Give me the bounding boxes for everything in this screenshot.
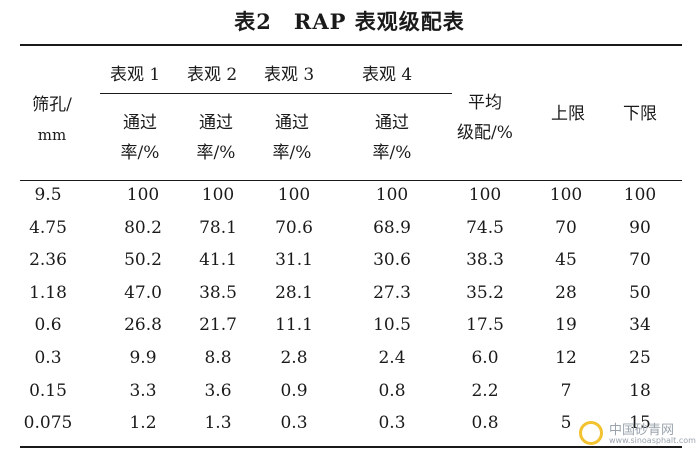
group-label-2: 表观 2: [187, 65, 238, 85]
table-cell: 7: [560, 380, 572, 401]
table-cell: 28: [555, 282, 577, 303]
table-cell: 100: [549, 185, 583, 205]
table-cell: 11.1: [275, 315, 313, 336]
table-cell: 80.2: [124, 217, 162, 238]
header-pass-rate-2: 通过 率/%: [188, 108, 244, 168]
header-sieve-line2: mm: [37, 126, 67, 144]
header-average: 平均 级配/%: [446, 88, 524, 148]
sieve-size-cell: 4.75: [29, 217, 67, 238]
table-cell: 100: [468, 185, 502, 205]
table-cell: 34: [629, 315, 651, 336]
table-cell: 19: [555, 315, 577, 336]
table-cell: 50.2: [124, 250, 162, 271]
table-cell: 74.5: [466, 217, 504, 238]
table-cell: 70.6: [275, 217, 313, 238]
table-cell: 2.2: [471, 380, 499, 401]
table-cell: 25: [629, 348, 651, 368]
pass-rate-line1: 通过: [375, 113, 409, 133]
table-cell: 1.2: [129, 413, 157, 434]
table-cell: 6.0: [471, 348, 499, 368]
group-label-3: 表观 3: [264, 65, 315, 85]
header-pass-rate-3: 通过 率/%: [264, 108, 320, 168]
table-cell: 90: [629, 217, 651, 238]
pass-rate-line1: 通过: [123, 113, 157, 133]
table-cell: 21.7: [199, 315, 237, 336]
sieve-size-cell: 9.5: [34, 185, 62, 205]
header-lower-limit: 下限: [623, 104, 657, 124]
sieve-size-cell: 0.15: [29, 380, 67, 401]
table-cell: 100: [126, 185, 160, 205]
table-title: 表2 RAP 表观级配表: [234, 9, 465, 34]
table-cell: 26.8: [124, 315, 162, 336]
table-cell: 35.2: [466, 282, 504, 303]
sieve-size-cell: 0.075: [23, 413, 73, 434]
table-cell: 30.6: [373, 250, 411, 271]
watermark: 中国砂青网 www.sinoasphalt.com: [579, 419, 696, 449]
table-cell: 1.3: [204, 413, 232, 434]
bottom-rule: [20, 446, 682, 448]
table-cell: 70: [555, 217, 577, 238]
table-cell: 0.3: [280, 413, 308, 434]
table-cell: 17.5: [466, 315, 504, 336]
sieve-size-cell: 0.6: [34, 315, 62, 336]
table-cell: 38.5: [199, 282, 237, 303]
pass-rate-line2: 率/%: [372, 143, 412, 163]
watermark-text: 中国砂青网: [609, 423, 675, 438]
group-label-4: 表观 4: [362, 65, 413, 85]
table-cell: 10.5: [373, 315, 411, 336]
pass-rate-line2: 率/%: [272, 143, 312, 163]
watermark-url: www.sinoasphalt.com: [609, 436, 696, 445]
watermark-logo-icon: [579, 421, 603, 445]
pass-rate-line2: 率/%: [196, 143, 236, 163]
table-cell: 12: [555, 348, 577, 368]
table-cell: 100: [375, 185, 409, 205]
table-cell: 3.6: [204, 380, 232, 401]
table-cell: 47.0: [124, 282, 162, 303]
header-rule: [20, 180, 682, 181]
header-sieve: 筛孔/ mm: [22, 90, 82, 150]
table-cell: 70: [629, 250, 651, 271]
table-cell: 100: [623, 185, 657, 205]
header-average-line2: 级配/%: [457, 123, 513, 143]
table-cell: 27.3: [373, 282, 411, 303]
group-underline: [100, 93, 452, 94]
table-cell: 8.8: [204, 348, 232, 368]
table-cell: 2.4: [378, 348, 406, 368]
header-pass-rate-1: 通过 率/%: [112, 108, 168, 168]
header-sieve-line1: 筛孔/: [32, 95, 72, 115]
sieve-size-cell: 1.18: [29, 282, 67, 303]
header-average-line1: 平均: [468, 93, 502, 113]
table-cell: 0.8: [471, 413, 499, 434]
table-cell: 3.3: [129, 380, 157, 401]
sieve-size-cell: 0.3: [34, 348, 62, 368]
header-upper-limit: 上限: [551, 104, 585, 124]
top-rule: [20, 44, 682, 46]
table-cell: 68.9: [373, 217, 411, 238]
table-cell: 0.3: [378, 413, 406, 434]
pass-rate-line1: 通过: [275, 113, 309, 133]
header-pass-rate-4: 通过 率/%: [364, 108, 420, 168]
table-cell: 38.3: [466, 250, 504, 271]
group-label-1: 表观 1: [110, 65, 161, 85]
table-cell: 100: [201, 185, 235, 205]
table-cell: 18: [629, 380, 651, 401]
table-cell: 31.1: [275, 250, 313, 271]
table-cell: 41.1: [199, 250, 237, 271]
table-cell: 9.9: [129, 348, 157, 368]
table-cell: 0.8: [378, 380, 406, 401]
pass-rate-line1: 通过: [199, 113, 233, 133]
table-cell: 2.8: [280, 348, 308, 368]
table-cell: 100: [277, 185, 311, 205]
pass-rate-line2: 率/%: [120, 143, 160, 163]
table-cell: 45: [555, 250, 577, 271]
sieve-size-cell: 2.36: [29, 250, 67, 271]
table-cell: 5: [560, 413, 572, 434]
table-cell: 15: [629, 413, 651, 434]
table-cell: 28.1: [275, 282, 313, 303]
table-cell: 78.1: [199, 217, 237, 238]
table-cell: 0.9: [280, 380, 308, 401]
table-cell: 50: [629, 282, 651, 303]
